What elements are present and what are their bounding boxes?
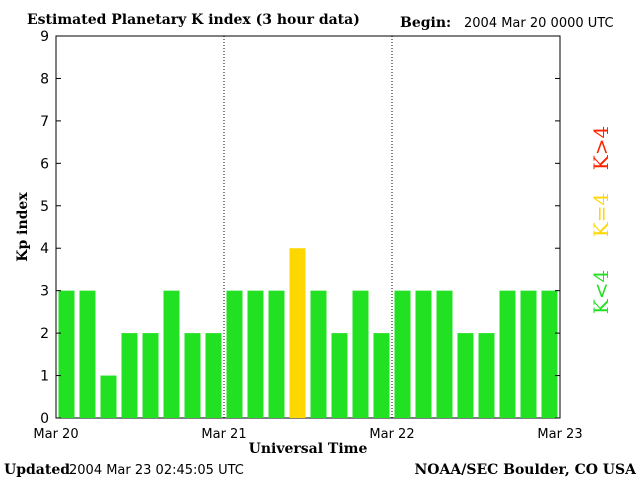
updated-value: 2004 Mar 23 02:45:05 UTC	[69, 463, 244, 478]
y-tick-label: 1	[40, 369, 49, 385]
y-tick-label: 9	[40, 29, 49, 45]
kp-bar	[415, 290, 432, 418]
x-tick-label: Mar 21	[201, 427, 246, 442]
bars-group	[58, 248, 558, 418]
y-tick-label: 5	[40, 199, 49, 215]
y-axis-ticks	[56, 35, 560, 419]
kp-bar	[310, 290, 327, 418]
y-tick-label: 6	[40, 156, 49, 172]
y-axis-title: Kp index	[15, 192, 31, 262]
kp-bar	[436, 290, 453, 418]
kp-bar	[394, 290, 411, 418]
legend-item-label: K<4	[589, 270, 613, 314]
y-tick-label: 7	[40, 114, 49, 130]
kp-bar	[247, 290, 264, 418]
kp-bar	[163, 290, 180, 418]
kp-bar	[289, 248, 306, 418]
y-tick-label: 3	[40, 284, 49, 300]
updated-label: Updated	[4, 462, 70, 478]
chart-title: Estimated Planetary K index (3 hour data…	[27, 12, 360, 28]
plot-area-frame	[55, 35, 561, 419]
legend-item-label: K=4	[589, 193, 613, 237]
kp-bar	[541, 290, 558, 418]
y-tick-label: 8	[40, 71, 49, 87]
y-axis-tick-labels: 0 1 2 3 4 5 6 7 8 9	[40, 29, 49, 427]
kp-bar	[205, 333, 222, 418]
kp-bar	[499, 290, 516, 418]
kp-bar	[352, 290, 369, 418]
kp-bar	[79, 290, 96, 418]
x-axis-tick-labels: Mar 20 Mar 21 Mar 22 Mar 23	[33, 427, 582, 442]
kp-bar	[184, 333, 201, 418]
x-axis-title: Universal Time	[249, 441, 368, 457]
x-tick-label: Mar 20	[33, 427, 78, 442]
legend-item-label: K>4	[589, 126, 613, 170]
source-credit: NOAA/SEC Boulder, CO USA	[415, 462, 638, 478]
kp-bar	[58, 290, 75, 418]
kp-bar	[268, 290, 285, 418]
kp-bar	[100, 375, 117, 418]
kp-bar	[373, 333, 390, 418]
kp-bar	[142, 333, 159, 418]
y-tick-label: 0	[40, 411, 49, 427]
day-dividers	[223, 36, 393, 418]
color-legend: K>4 K=4 K<4	[589, 126, 613, 314]
y-tick-label: 4	[40, 241, 49, 257]
kp-bar	[226, 290, 243, 418]
x-tick-label: Mar 22	[369, 427, 414, 442]
kp-bar	[121, 333, 138, 418]
x-tick-label: Mar 23	[537, 427, 582, 442]
y-tick-label: 2	[40, 326, 49, 342]
kp-bar	[331, 333, 348, 418]
begin-value: 2004 Mar 20 0000 UTC	[464, 16, 614, 31]
kp-bar	[457, 333, 474, 418]
begin-label: Begin:	[400, 15, 451, 31]
kp-bar	[520, 290, 537, 418]
kp-bar	[478, 333, 495, 418]
